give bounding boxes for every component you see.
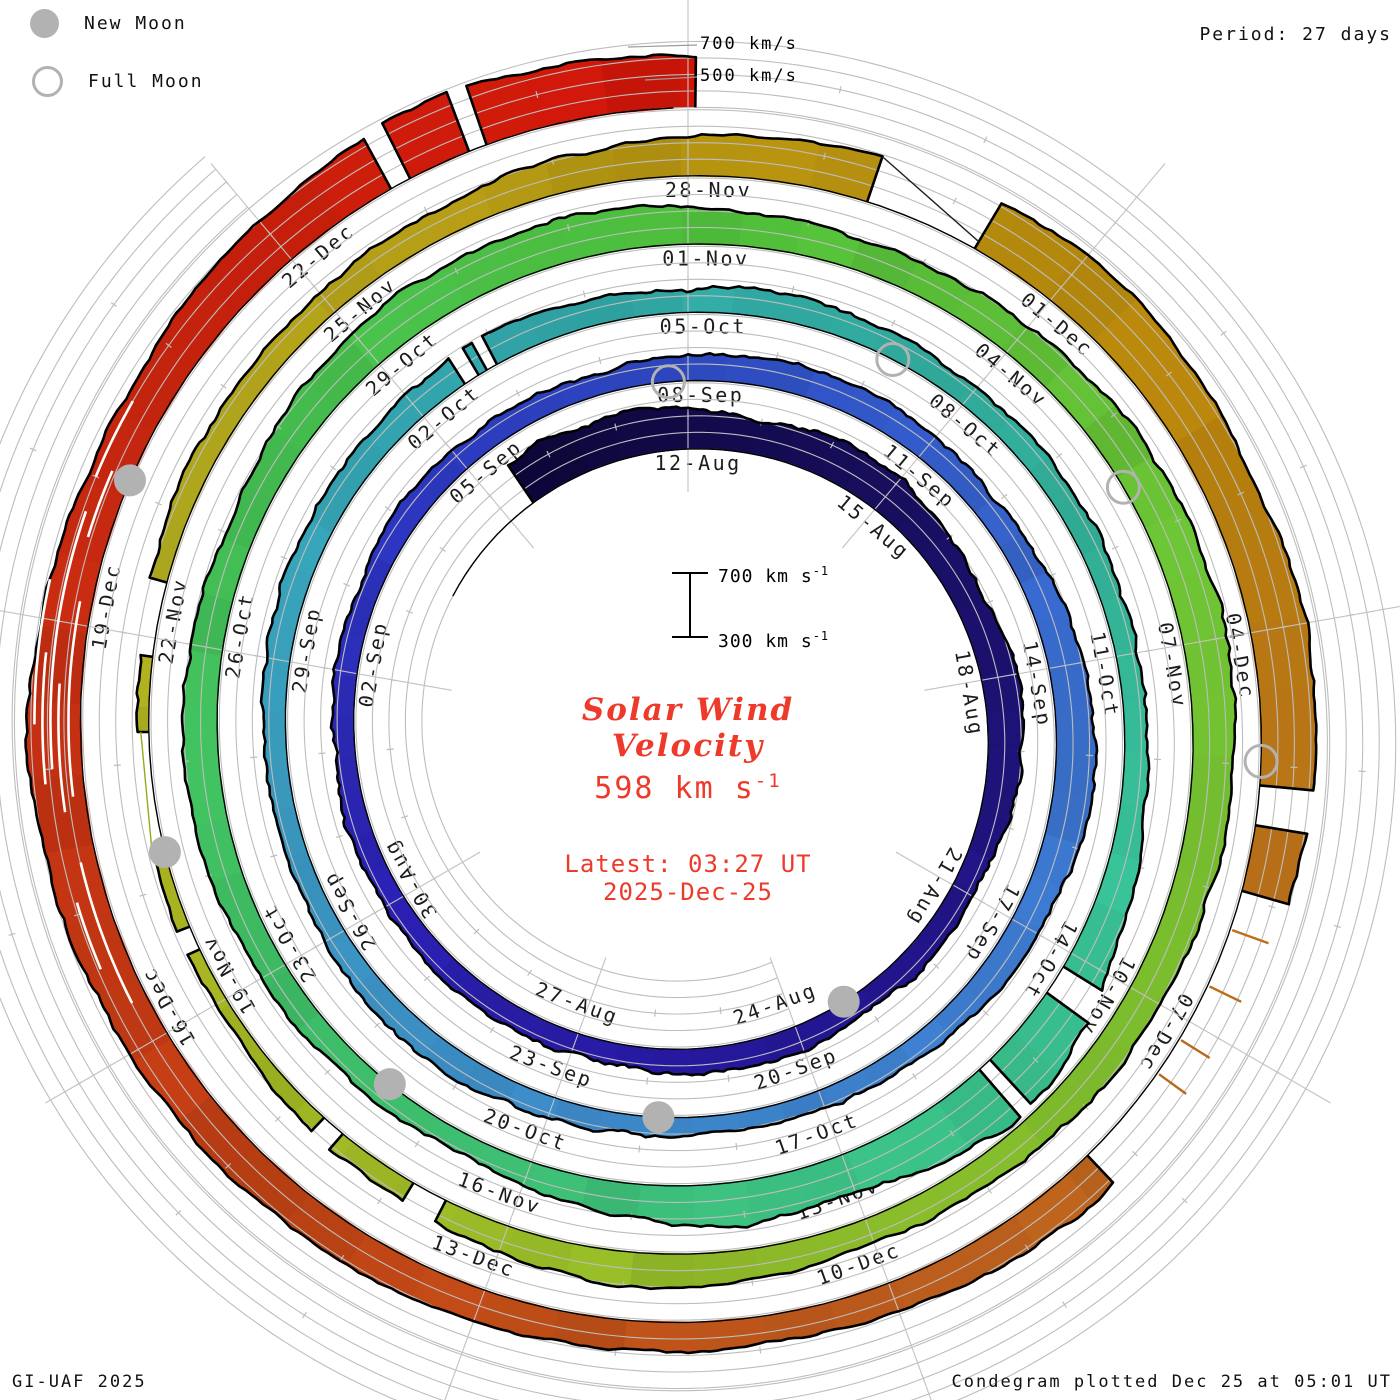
spiral-baseline (79, 107, 1263, 1324)
moon-legend: New Moon Full Moon (30, 6, 204, 122)
full-moon-marker (1105, 469, 1141, 505)
callout-700kms: 700 km/s (700, 34, 798, 54)
callout-500kms: 500 km/s (700, 66, 798, 86)
latest-time: Latest: 03:27 UT (564, 850, 812, 878)
date-label: 22-Nov (153, 576, 192, 666)
gap-artifacts (33, 156, 1269, 1095)
full-moon-icon (32, 65, 63, 97)
current-velocity-value: 598 km s-1 (594, 770, 782, 806)
chart-title-line1: Solar Wind (581, 692, 795, 728)
legend-new-moon: New Moon (30, 6, 204, 40)
scale-bar-label-700: 700 km s-1 (718, 564, 830, 587)
scale-bar-line (689, 572, 691, 638)
new-moon-marker (373, 1068, 406, 1101)
full-moon-marker (650, 364, 686, 400)
full-moon-marker (875, 342, 911, 377)
latest-date: 2025-Dec-25 (603, 878, 773, 906)
velocity-outline (24, 53, 1318, 1355)
date-label: 08-Sep (657, 383, 744, 407)
velocity-scale-bar: 700 km s-1 300 km s-1 (672, 564, 828, 652)
legend-label: Full Moon (88, 70, 204, 92)
date-label: 05-Oct (660, 315, 747, 339)
new-moon-marker (114, 464, 146, 497)
date-label: 28-Nov (665, 178, 752, 202)
new-moon-marker (642, 1101, 675, 1134)
new-moon-marker (827, 985, 860, 1018)
new-moon-marker (148, 836, 181, 869)
legend-label: New Moon (84, 12, 187, 34)
new-moon-icon (30, 8, 59, 38)
moon-markers (114, 342, 1279, 1134)
credit-label: GI-UAF 2025 (12, 1372, 147, 1392)
scale-bar-cap-bottom (672, 636, 708, 638)
scale-bar-cap-top (672, 572, 708, 574)
date-label: 12-Aug (654, 451, 741, 475)
period-label: Period: 27 days (1199, 24, 1392, 45)
legend-full-moon: Full Moon (30, 64, 204, 98)
plotted-timestamp: Condegram plotted Dec 25 at 05:01 UT (951, 1372, 1392, 1392)
callout-leader-lines (627, 44, 698, 81)
chart-title-line2: Velocity (611, 728, 765, 764)
full-moon-marker (1243, 743, 1279, 779)
center-text-block: Solar Wind Velocity 598 km s-1 Latest: 0… (564, 692, 811, 906)
date-label: 01-Nov (662, 246, 749, 270)
scale-bar-label-300: 300 km s-1 (718, 629, 830, 652)
